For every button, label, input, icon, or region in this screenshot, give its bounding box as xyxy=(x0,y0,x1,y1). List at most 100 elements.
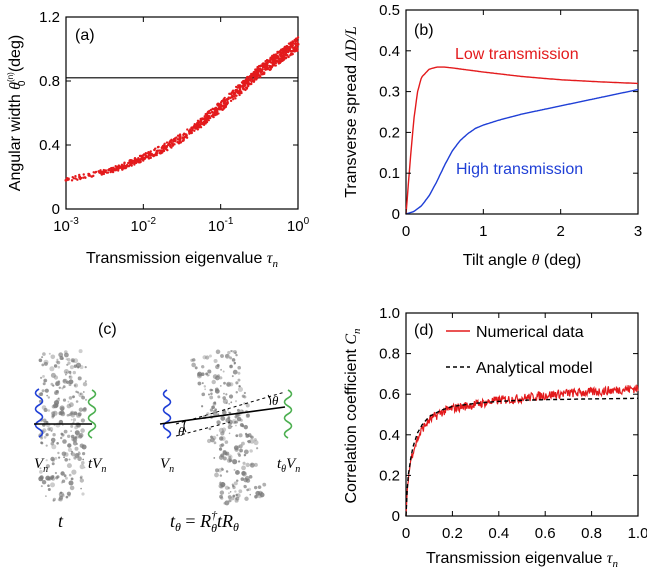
scatterer xyxy=(235,493,238,497)
scatterer xyxy=(42,428,47,433)
scatterer xyxy=(237,371,241,375)
scatterer xyxy=(206,438,212,444)
data-point xyxy=(278,58,281,61)
scatterer xyxy=(222,370,225,373)
scatterer xyxy=(227,350,231,355)
scatterer xyxy=(62,439,67,444)
scatterer xyxy=(60,436,63,440)
scatterer xyxy=(230,401,233,404)
data-point xyxy=(131,161,134,164)
output-label-right: tθVn xyxy=(277,456,300,475)
scatterer xyxy=(227,425,232,430)
data-point xyxy=(190,131,194,135)
scatterer xyxy=(235,470,240,475)
data-point xyxy=(182,139,185,142)
scatterer xyxy=(47,477,52,481)
panel-c-diagram: (c) Vn tVn t θ θ Vn tθVn tθ = R† θtRθ xyxy=(34,321,300,535)
scatterer xyxy=(257,485,262,489)
data-point xyxy=(213,111,217,115)
data-point xyxy=(207,119,210,122)
data-point xyxy=(244,84,247,87)
scatterer xyxy=(227,486,231,490)
data-point xyxy=(283,55,286,59)
scatterer xyxy=(220,416,226,421)
data-points xyxy=(64,36,300,182)
data-point xyxy=(100,173,103,176)
x-axis-label: Transmission eigenvalue τn xyxy=(426,550,619,570)
data-point xyxy=(176,134,180,137)
data-point xyxy=(222,101,226,104)
scatterer xyxy=(45,444,48,447)
data-point xyxy=(196,119,200,123)
scatterer xyxy=(55,380,61,386)
data-point xyxy=(222,105,226,108)
data-point xyxy=(272,59,275,63)
scatterer xyxy=(43,408,48,412)
data-point xyxy=(276,51,279,55)
plot-frame xyxy=(65,16,299,210)
scatterer xyxy=(216,363,220,367)
x-tick-label: 1.0 xyxy=(628,525,647,542)
data-point xyxy=(216,103,219,107)
scatterer xyxy=(47,427,51,431)
scatterer xyxy=(58,419,64,425)
x-tick-label: 0.8 xyxy=(581,525,602,542)
scatterer xyxy=(62,379,67,383)
x-tick-label: 0.2 xyxy=(442,525,463,542)
data-point xyxy=(205,120,208,123)
data-point xyxy=(263,64,266,67)
data-point xyxy=(219,101,223,104)
scatterer xyxy=(220,368,222,371)
data-point xyxy=(231,94,234,97)
data-point xyxy=(122,164,126,167)
scatterer xyxy=(72,418,76,422)
data-point xyxy=(287,50,290,54)
scatterer xyxy=(68,383,72,387)
data-point xyxy=(238,93,241,97)
scatterer xyxy=(79,464,85,470)
scatterer xyxy=(42,375,45,378)
scatterer xyxy=(231,358,236,362)
y-tick-label: 0.2 xyxy=(379,124,400,141)
series-line xyxy=(405,88,639,215)
data-point xyxy=(116,169,120,172)
scatterer xyxy=(79,476,83,479)
scatterer xyxy=(223,502,226,505)
data-point xyxy=(158,151,161,155)
scatterer xyxy=(258,490,263,495)
data-point xyxy=(259,75,262,79)
scatterer xyxy=(238,453,242,457)
scatterer xyxy=(208,354,212,358)
data-point xyxy=(246,83,250,86)
data-point xyxy=(261,72,265,76)
scatterer xyxy=(245,462,250,468)
x-tick-label: 0.6 xyxy=(535,525,556,542)
scatterer xyxy=(213,358,218,363)
scatterer xyxy=(235,391,238,394)
scatterer xyxy=(81,444,87,450)
scatterer xyxy=(224,452,228,456)
scatterer xyxy=(67,361,71,365)
scatterer xyxy=(215,375,220,381)
scatterer xyxy=(75,400,79,403)
data-point xyxy=(199,122,203,126)
data-point xyxy=(84,176,87,179)
data-point xyxy=(139,158,142,162)
scatterer xyxy=(231,425,233,428)
scatterer xyxy=(254,494,258,499)
scatterer xyxy=(233,350,237,354)
scatterer xyxy=(253,485,258,490)
scatterer xyxy=(243,424,249,430)
data-point xyxy=(129,158,132,162)
scatterer xyxy=(80,418,85,423)
angle-label-out: θ xyxy=(272,393,279,408)
y-tick-label: 0 xyxy=(52,201,60,218)
data-point xyxy=(178,141,181,145)
scatterer xyxy=(235,420,239,424)
scatterer xyxy=(42,382,46,386)
data-point xyxy=(204,113,207,116)
scatterer xyxy=(231,419,237,425)
scatterer xyxy=(82,458,85,461)
data-point xyxy=(79,177,82,181)
data-point xyxy=(196,121,199,125)
